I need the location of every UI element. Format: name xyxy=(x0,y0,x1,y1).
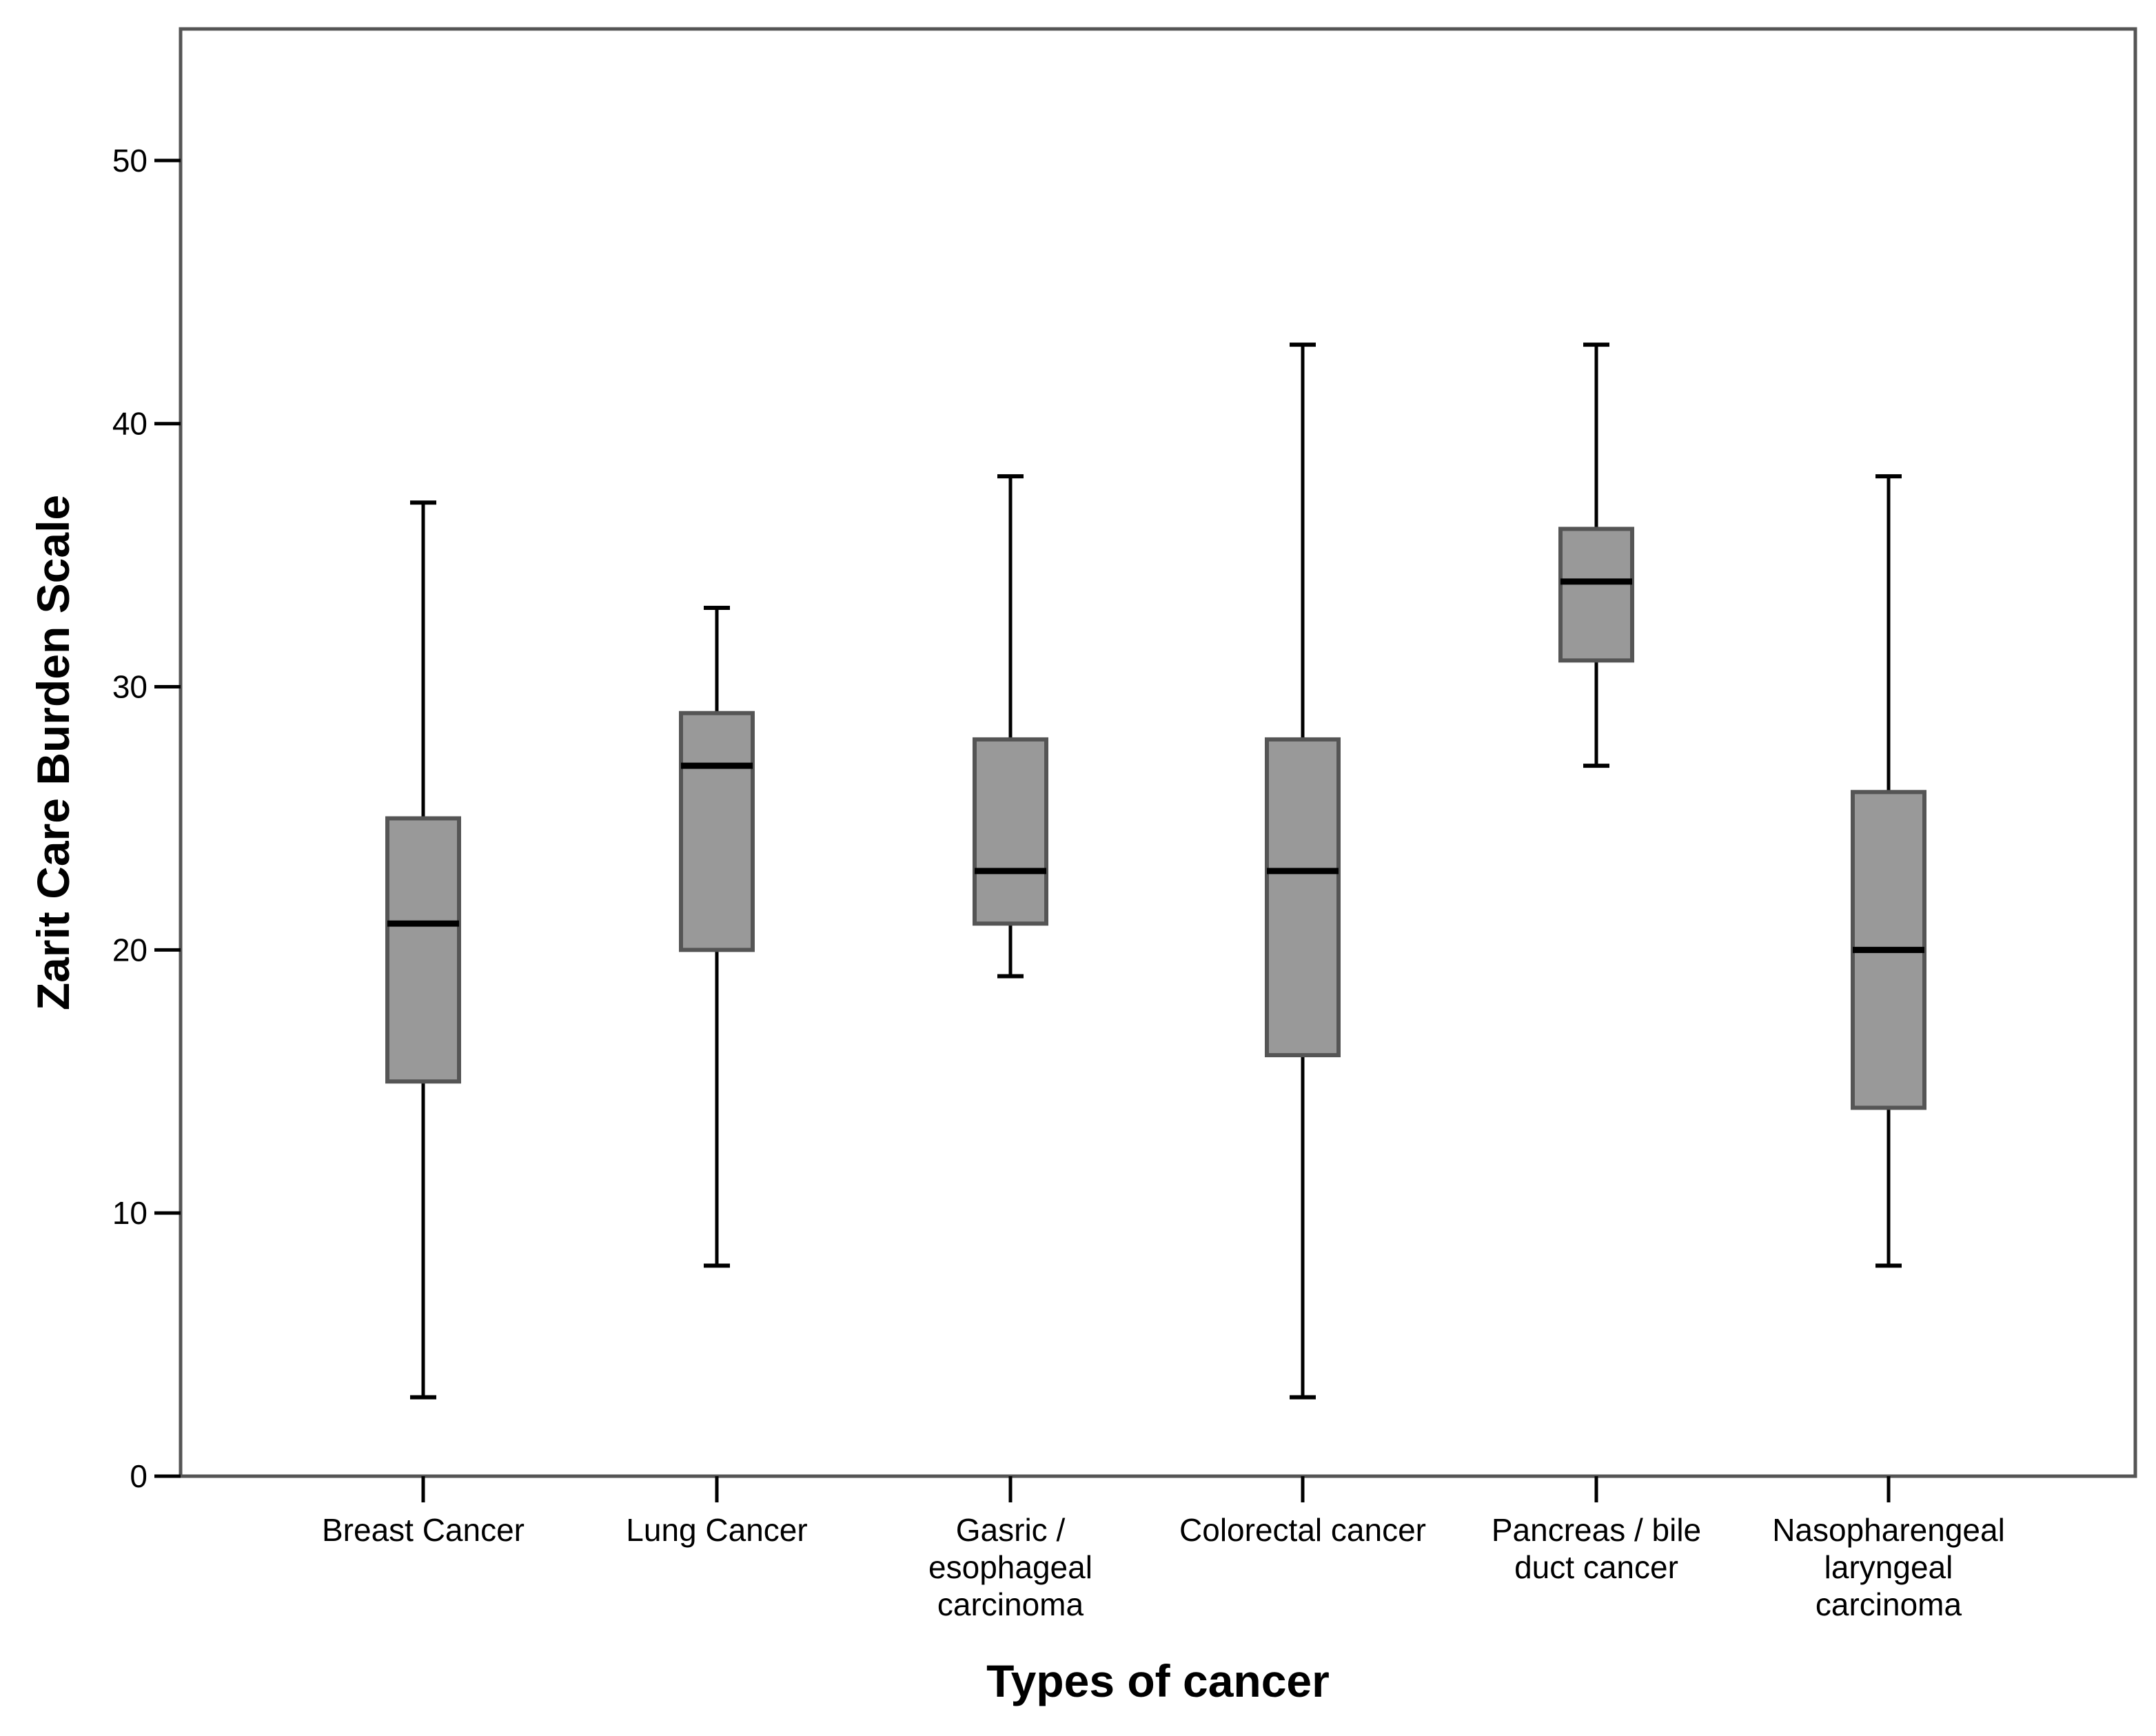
iqr-box xyxy=(1558,527,1634,663)
x-tick-label-line: carcinoma xyxy=(1816,1586,1962,1622)
x-tick-label-line: carcinoma xyxy=(937,1586,1084,1622)
y-tick-label: 50 xyxy=(112,143,148,178)
box-group xyxy=(385,500,461,1400)
box-group xyxy=(973,474,1048,979)
x-tick-label-line: duct cancer xyxy=(1514,1549,1678,1585)
x-tick-label-line: Colorectal cancer xyxy=(1179,1512,1426,1548)
iqr-box xyxy=(679,711,755,952)
x-tick-label: Breast Cancer xyxy=(322,1512,525,1548)
x-tick-label: Pancreas / bile duct cancer xyxy=(1492,1512,1701,1585)
box-series xyxy=(385,343,1926,1400)
x-tick-label-line: Gasric / xyxy=(956,1512,1066,1548)
box-group xyxy=(1558,343,1634,768)
x-tick-label: Colorectal cancer xyxy=(1179,1512,1426,1548)
y-tick-label: 30 xyxy=(112,669,148,705)
y-tick-label: 20 xyxy=(112,932,148,968)
box-group xyxy=(679,606,755,1268)
x-tick-label: Gasric / esophageal carcinoma xyxy=(928,1512,1092,1622)
iqr-box xyxy=(1265,737,1341,1058)
x-tick-label-line: esophageal xyxy=(928,1549,1092,1585)
x-tick-label-line: Breast Cancer xyxy=(322,1512,525,1548)
box-group xyxy=(1265,343,1341,1400)
iqr-box xyxy=(973,737,1048,926)
x-axis-title: Types of cancer xyxy=(986,1655,1330,1706)
x-tick-label: Nasopharengeal laryngeal carcinoma xyxy=(1772,1512,2005,1622)
x-tick-label: Lung Cancer xyxy=(626,1512,807,1548)
iqr-box xyxy=(385,816,461,1084)
y-tick-label: 10 xyxy=(112,1195,148,1231)
x-tick-label-line: Lung Cancer xyxy=(626,1512,807,1548)
plot-frame xyxy=(179,27,2137,1478)
x-tick-label-line: Pancreas / bile xyxy=(1492,1512,1701,1548)
x-tick-label-line: laryngeal xyxy=(1824,1549,1953,1585)
x-tick-label-line: Nasopharengeal xyxy=(1772,1512,2005,1548)
y-axis-ticks: 0 10 20 30 40 50 xyxy=(112,143,181,1494)
box-group xyxy=(1851,474,1926,1268)
y-axis-title: Zarit Care Burden Scale xyxy=(28,495,79,1010)
y-tick-label: 0 xyxy=(130,1458,148,1494)
x-axis-ticks: Breast Cancer Lung Cancer Gasric / esophage… xyxy=(322,1476,2005,1622)
y-tick-label: 40 xyxy=(112,406,148,442)
